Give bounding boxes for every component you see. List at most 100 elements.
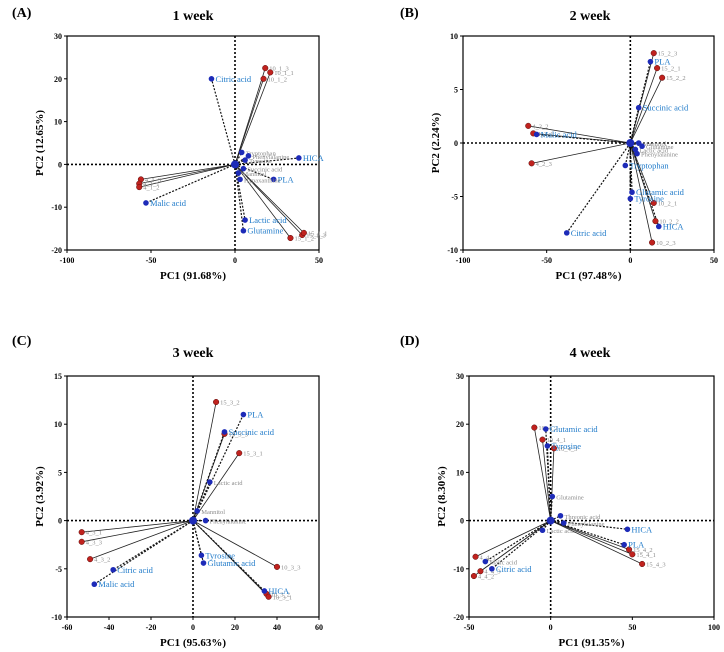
chart-1-score-label: 4_1_2 (143, 185, 159, 192)
chart-1-score-label: 10_1_1 (274, 70, 294, 77)
chart-2-score-point (525, 122, 532, 129)
chart-1-score-label: 15_1_1 (308, 230, 328, 237)
chart-4-loading-line (550, 496, 553, 521)
chart-4-loading-point (621, 541, 627, 548)
chart-1-score-line (234, 164, 303, 236)
chart-4-loading-label: PLA (628, 540, 645, 550)
chart-4-loading-label: Phenylalanine (568, 521, 605, 528)
chart-4-loading-point (482, 558, 489, 565)
chart-1-loading-label: Lactic acid (249, 215, 287, 225)
chart-4-loading-label: HICA (631, 524, 653, 534)
chart-1-y-tick-label: 10 (54, 118, 62, 127)
chart-4-loading-line (485, 520, 551, 563)
chart-3-score-label: 15_3_3 (229, 431, 249, 438)
chart-3-loading-line (192, 431, 226, 521)
chart-4-y-tick-label: 20 (456, 420, 464, 429)
chart-2-loading-point (639, 143, 645, 150)
chart-3-score-label: 10_3_1 (273, 594, 293, 601)
chart-1-y-tick-label: -20 (51, 246, 62, 255)
chart-2-score-line (629, 77, 663, 144)
chart-2-score-line (528, 125, 631, 144)
chart-2-score-label: 10_2_3 (656, 240, 676, 247)
chart-1-loading-label: Tryptophan (246, 150, 277, 157)
chart-4-loading-point (539, 527, 546, 534)
chart-3-loading-point (221, 429, 228, 435)
chart-4-score-line (473, 520, 551, 577)
chart-4-loading-point (560, 520, 567, 526)
chart-3-loading-label: Citric acid (117, 565, 153, 575)
chart-4-score-point (531, 424, 538, 431)
chart-1-score-label: 4_1_3 (145, 177, 161, 184)
chart-4-score-point (626, 546, 633, 553)
chart-4-score-point (477, 568, 484, 575)
chart-3-score-point (87, 556, 94, 563)
chart-2-score-label: 4_2_2 (532, 123, 548, 130)
chart-2-loading-label: Tryptophan (629, 160, 669, 170)
chart-2-loading-label: PLA (654, 57, 671, 67)
chart-2-score-point (659, 74, 666, 81)
chart-1-loading-line (145, 163, 236, 204)
chart-4-loading-label: Lactic acid (547, 528, 576, 535)
chart-4-score-line (533, 427, 552, 521)
chart-4-score-point (639, 560, 646, 568)
chart-2-loading-line (629, 142, 660, 227)
chart-4-score-point (472, 553, 479, 560)
chart-3-loading-label: Mannitol (201, 509, 225, 516)
chart-2-score-label: 10_2_2 (659, 219, 679, 226)
chart-1-loading-line (234, 164, 244, 231)
chart-2-score-label: 15_2_3 (658, 51, 678, 58)
chart-4-loading-line (550, 520, 628, 530)
chart-2-score-line (533, 132, 631, 144)
chart-1-loading-point (240, 227, 247, 234)
chart-1-loading-label: Citric acid (215, 74, 251, 84)
chart-1-y-tick-label: 20 (54, 75, 62, 84)
chart-2-loading-label: Lactic acid (639, 147, 668, 154)
chart-3-score-line (192, 520, 278, 568)
chart-1-y-tick-label: 30 (54, 32, 62, 41)
chart-4-score-label: 15_4_2 (633, 547, 653, 554)
chart-4-score-point (470, 572, 477, 580)
chart-4-x-tick-label: 0 (549, 623, 553, 632)
chart-1-loading-point (237, 176, 243, 183)
chart-1-score-point (287, 234, 294, 242)
chart-3-score-line (81, 520, 194, 543)
chart-2-y-tick-label: 5 (454, 86, 458, 95)
chart-3-score-point (78, 529, 85, 536)
chart-3-loading-label: Phenylalanine (210, 519, 247, 526)
chart-2-score-line (629, 142, 656, 222)
chart-1-title: 1 week (173, 9, 214, 24)
chart-2-loading-label: Succinic acid (643, 103, 689, 113)
chart-1-score-line (140, 164, 236, 180)
chart-2-loading-label: Tyrosine (634, 194, 664, 204)
chart-2-loading-point (563, 230, 570, 236)
chart-1-score-point (136, 184, 143, 191)
chart-1-score-point (300, 229, 307, 236)
chart-1-x-tick-label: -100 (60, 256, 75, 265)
chart-2-score-label: 15_2_2 (666, 75, 686, 82)
chart-4-loading-line (546, 445, 552, 521)
chart-2-loading-point (627, 195, 634, 202)
chart-2-loading-point (533, 131, 540, 138)
chart-4-score-point (550, 445, 557, 452)
chart-2-score-point (650, 199, 657, 206)
chart-4-x-tick-label: -50 (464, 623, 475, 632)
chart-4-score-label: 10_4_1 (547, 437, 567, 444)
chart-3-loading-label: Succinic acid (229, 427, 275, 437)
chart-3-x-tick-label: 20 (231, 623, 239, 632)
chart-1-loading-point (242, 217, 248, 223)
chart-3-score-label: 15_3_1 (243, 451, 263, 458)
chart-1-score-line (234, 164, 305, 234)
chart-1-loading-point (242, 157, 248, 163)
chart-1-loading-point (208, 76, 215, 82)
chart-2-score-point (654, 65, 661, 72)
chart-1-score-point (262, 65, 269, 72)
chart-4-loading-point (624, 526, 631, 533)
chart-3-score-point (265, 593, 272, 600)
chart-1-loading-label: Tyrosine (249, 158, 272, 165)
chart-4-y-tick-label: -10 (453, 565, 464, 574)
chart-4-score-label: 10_4_3 (558, 446, 578, 453)
chart-2-x-tick-label: -50 (541, 256, 552, 265)
chart-3-score-line (81, 520, 194, 533)
chart-3-y-tick-label: 10 (54, 420, 62, 429)
